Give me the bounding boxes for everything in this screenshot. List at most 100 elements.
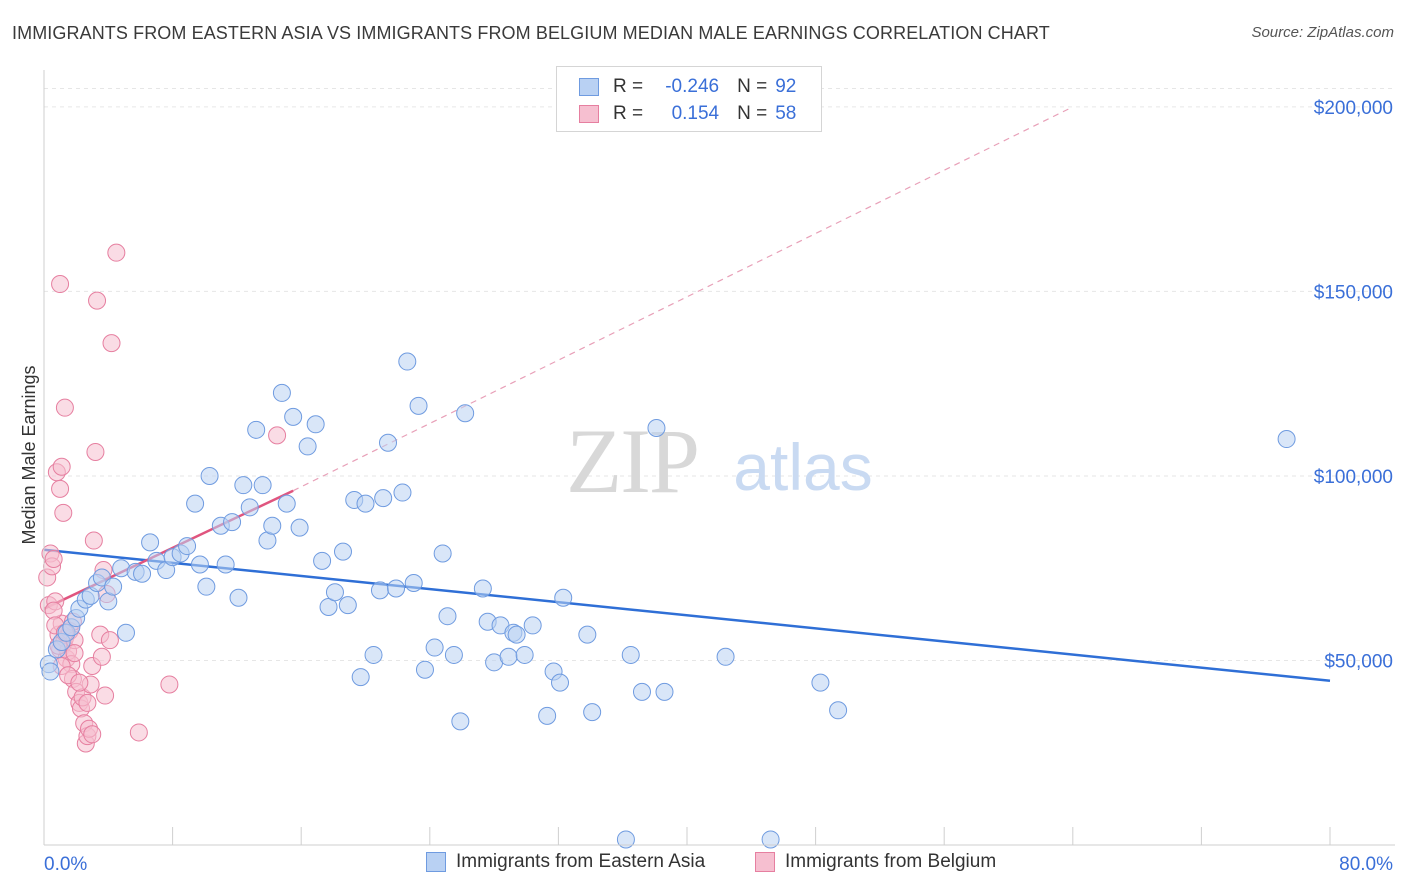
point-eastern-asia [507, 625, 526, 644]
legend-row-eastern-asia: R = -0.246 N = 92 [579, 75, 796, 99]
point-eastern-asia [433, 544, 452, 563]
point-eastern-asia [404, 573, 423, 592]
point-eastern-asia [811, 673, 830, 692]
legend-label-eastern-asia: Immigrants from Eastern Asia [456, 851, 706, 872]
legend-row-belgium: R = 0.154 N = 58 [579, 102, 796, 126]
point-eastern-asia [621, 645, 640, 664]
point-eastern-asia [632, 682, 651, 701]
point-eastern-asia [338, 596, 357, 615]
point-eastern-asia [647, 418, 666, 437]
point-eastern-asia [356, 494, 375, 513]
point-eastern-asia [583, 703, 602, 722]
point-eastern-asia [104, 577, 123, 596]
legend-swatch-blue [426, 852, 446, 872]
n-value-eastern-asia: 92 [775, 76, 797, 97]
point-eastern-asia [306, 415, 325, 434]
point-eastern-asia [190, 555, 209, 574]
point-eastern-asia [133, 564, 152, 583]
point-eastern-asia [223, 513, 242, 532]
point-eastern-asia [333, 542, 352, 561]
legend-swatch-pink [579, 105, 599, 123]
trendline-belgium-extension [292, 106, 1074, 492]
point-eastern-asia [387, 579, 406, 598]
y-tick-label: $200,000 [1314, 98, 1393, 119]
trendline-eastern-asia [43, 548, 1331, 683]
y-tick-label: $50,000 [1324, 651, 1393, 672]
point-eastern-asia [1277, 430, 1296, 449]
point-eastern-asia [272, 383, 291, 402]
point-belgium [84, 531, 103, 550]
point-eastern-asia [374, 489, 393, 508]
point-eastern-asia [379, 433, 398, 452]
point-belgium [54, 503, 73, 522]
point-eastern-asia [578, 625, 597, 644]
point-eastern-asia [178, 537, 197, 556]
point-eastern-asia [351, 668, 370, 687]
point-eastern-asia [216, 555, 235, 574]
point-eastern-asia [370, 581, 389, 600]
point-eastern-asia [247, 420, 266, 439]
point-eastern-asia [616, 830, 635, 849]
n-label: N = [737, 76, 768, 97]
point-eastern-asia [444, 645, 463, 664]
r-label: R = [613, 103, 644, 124]
point-belgium [83, 725, 102, 744]
point-eastern-asia [229, 588, 248, 607]
point-belgium [96, 686, 115, 705]
point-eastern-asia [200, 466, 219, 485]
point-belgium [268, 426, 287, 445]
point-eastern-asia [473, 579, 492, 598]
point-eastern-asia [551, 673, 570, 692]
point-eastern-asia [409, 396, 428, 415]
point-eastern-asia [186, 494, 205, 513]
source-label: Source: ZipAtlas.com [1251, 24, 1394, 41]
point-belgium [102, 334, 121, 353]
chart-title: IMMIGRANTS FROM EASTERN ASIA VS IMMIGRAN… [12, 23, 1050, 43]
legend-swatch-pink [755, 852, 775, 872]
point-eastern-asia [41, 662, 60, 681]
n-label: N = [737, 103, 768, 124]
point-belgium [129, 723, 148, 742]
point-eastern-asia [313, 551, 332, 570]
point-belgium [65, 644, 84, 663]
y-axis-label: Median Male Earnings [19, 365, 39, 544]
r-label: R = [613, 76, 644, 97]
point-eastern-asia [554, 588, 573, 607]
point-eastern-asia [141, 533, 160, 552]
point-eastern-asia [829, 701, 848, 720]
watermark-atlas: atlas [733, 430, 872, 504]
point-belgium [92, 647, 111, 666]
point-belgium [160, 675, 179, 694]
point-eastern-asia [263, 516, 282, 535]
point-eastern-asia [284, 407, 303, 426]
x-tick-label: 0.0% [44, 854, 87, 875]
point-belgium [107, 243, 126, 262]
x-tick-label: 80.0% [1339, 854, 1393, 875]
point-belgium [78, 693, 97, 712]
point-eastern-asia [116, 623, 135, 642]
legend-swatch-blue [579, 78, 599, 96]
y-tick-label: $150,000 [1314, 282, 1393, 303]
legend-label-belgium: Immigrants from Belgium [785, 851, 997, 872]
point-belgium [51, 479, 70, 498]
legend-item-belgium: Immigrants from Belgium [755, 851, 996, 873]
point-eastern-asia [425, 638, 444, 657]
point-belgium [88, 291, 107, 310]
point-eastern-asia [716, 647, 735, 666]
point-eastern-asia [451, 712, 470, 731]
point-belgium [44, 549, 63, 568]
point-eastern-asia [290, 518, 309, 537]
point-belgium [70, 673, 89, 692]
point-belgium [86, 442, 105, 461]
point-belgium [51, 275, 70, 294]
point-belgium [55, 398, 74, 417]
n-value-belgium: 58 [775, 103, 797, 124]
point-eastern-asia [393, 483, 412, 502]
watermark-zip: ZIP [566, 410, 698, 512]
point-eastern-asia [234, 476, 253, 495]
point-eastern-asia [515, 645, 534, 664]
point-eastern-asia [456, 404, 475, 423]
point-eastern-asia [240, 498, 259, 517]
y-tick-label: $100,000 [1314, 467, 1393, 488]
